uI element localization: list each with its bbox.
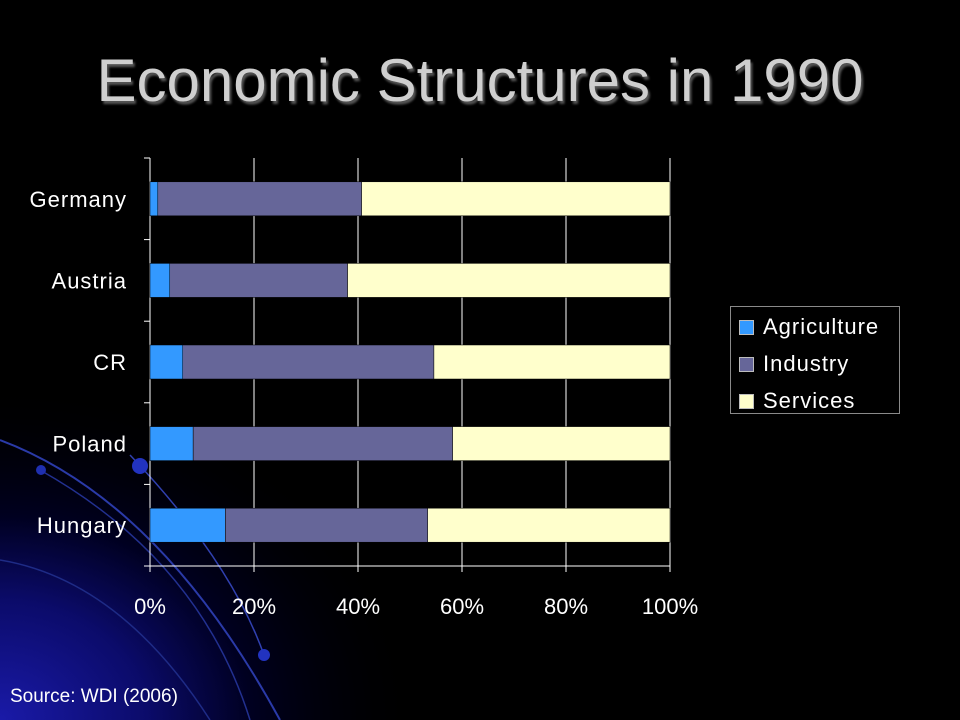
bar-austria-agriculture <box>149 263 171 298</box>
bar-poland-agriculture <box>149 426 194 461</box>
bar-germany-services <box>361 181 671 217</box>
bar-cr-services <box>433 344 671 380</box>
source-note: Source: WDI (2006) <box>10 686 178 707</box>
x-tick-label: 100% <box>642 594 698 619</box>
x-tick-label: 40% <box>336 594 380 619</box>
bar-hungary-agriculture <box>149 507 226 543</box>
bar-germany-agriculture <box>149 181 159 217</box>
category-label: Germany <box>30 187 127 212</box>
legend-swatch <box>739 319 754 335</box>
category-labels: Germany Austria CR Poland Hungary <box>30 187 127 538</box>
category-label: CR <box>93 350 127 375</box>
legend-label: Agriculture <box>763 314 880 339</box>
bar-poland-services <box>452 426 671 461</box>
bar-austria-services <box>347 263 671 298</box>
bar-hungary-services <box>427 507 671 543</box>
x-tick-labels: 0% 20% 40% 60% 80% 100% <box>134 594 698 619</box>
bar-poland-industry <box>192 426 453 461</box>
category-label: Austria <box>52 268 127 293</box>
legend: Agriculture Industry Services <box>730 306 900 414</box>
x-tick-label: 20% <box>232 594 276 619</box>
x-tick-label: 60% <box>440 594 484 619</box>
category-label: Hungary <box>37 513 127 538</box>
legend-label: Industry <box>763 351 850 376</box>
bars <box>149 181 671 543</box>
legend-swatch <box>739 356 754 372</box>
bar-austria-industry <box>169 263 348 298</box>
bar-cr-agriculture <box>149 344 184 380</box>
bar-hungary-industry <box>225 507 428 543</box>
x-tick-label: 80% <box>544 594 588 619</box>
legend-item-agriculture: Agriculture <box>739 310 879 344</box>
slide-title: Economic Structures in 1990 <box>96 47 864 114</box>
legend-item-industry: Industry <box>739 347 849 381</box>
bar-cr-industry <box>182 344 435 380</box>
x-tick-label: 0% <box>134 594 166 619</box>
legend-swatch <box>739 393 754 409</box>
bar-germany-industry <box>157 181 362 217</box>
category-label: Poland <box>52 432 127 457</box>
legend-item-services: Services <box>739 384 855 418</box>
legend-label: Services <box>763 388 856 413</box>
